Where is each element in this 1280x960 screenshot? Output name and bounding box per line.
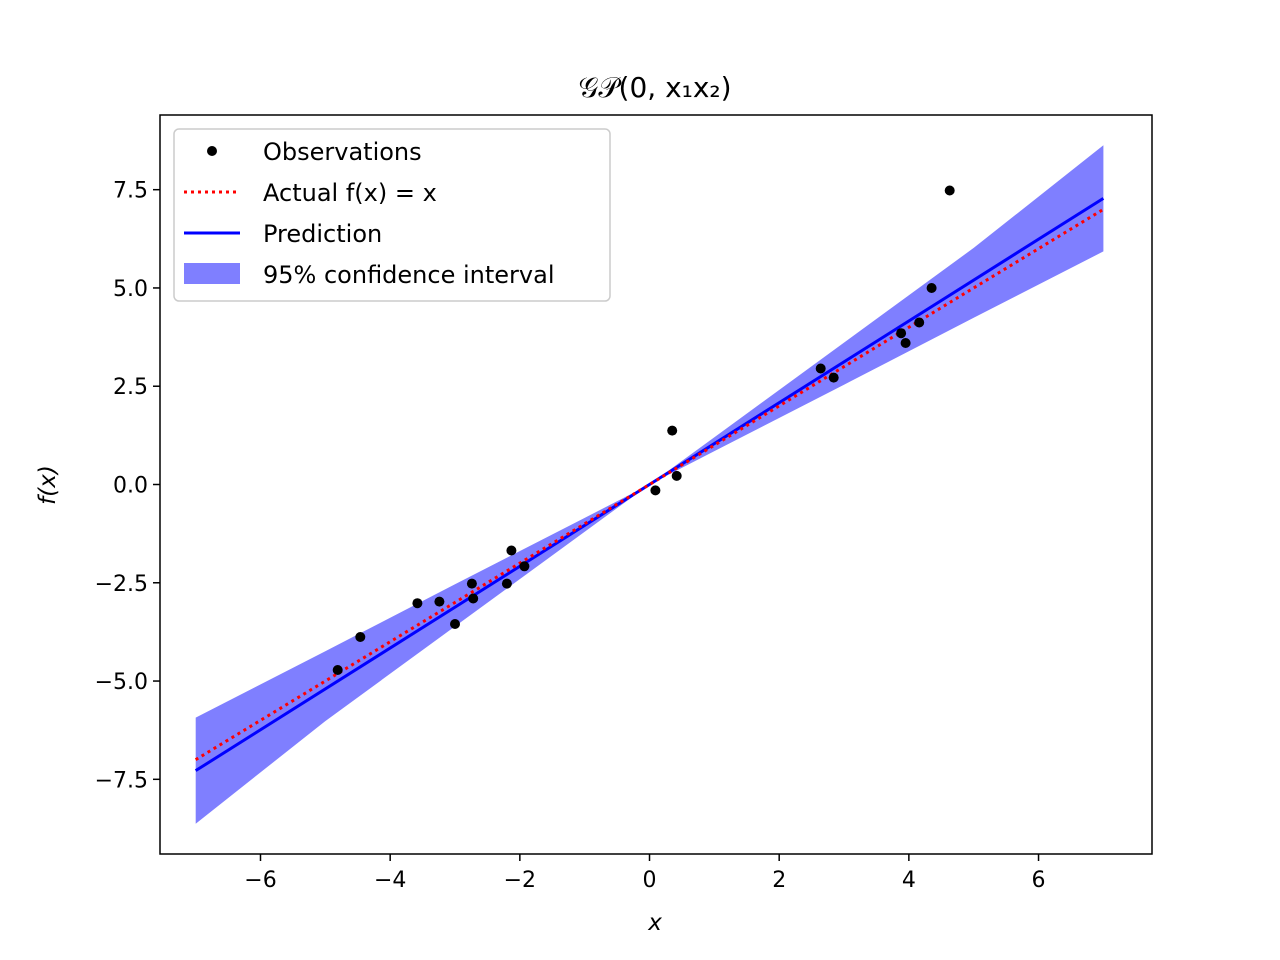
- observation-points: [332, 185, 955, 675]
- observation-point: [355, 632, 366, 642]
- legend-observations-marker: [207, 146, 217, 156]
- x-tick-label: −4: [374, 868, 406, 893]
- observation-point: [468, 593, 479, 604]
- observation-point: [412, 598, 423, 609]
- chart-title: 𝒢𝒫(0, x₁x₂): [578, 71, 731, 104]
- observation-point: [519, 561, 530, 572]
- legend-actual-label: Actual f(x) = x: [263, 179, 437, 207]
- observation-point: [501, 578, 512, 589]
- y-tick-label: −2.5: [95, 572, 148, 597]
- legend-prediction-label: Prediction: [263, 220, 382, 248]
- actual-line: [194, 208, 1105, 761]
- observation-point: [944, 185, 955, 196]
- legend-band-label: 95% confidence interval: [263, 261, 554, 289]
- y-tick-label: 0.0: [113, 474, 148, 499]
- y-tick-label: 2.5: [113, 375, 148, 400]
- observation-point: [926, 283, 937, 293]
- observation-point: [667, 425, 678, 436]
- observation-point: [914, 317, 925, 328]
- legend-band-marker: [184, 263, 240, 284]
- legend-observations-label: Observations: [263, 138, 422, 166]
- legend: Observations Actual f(x) = x Prediction …: [173, 128, 611, 302]
- y-axis-label: f(x): [35, 465, 61, 505]
- line-layer: [194, 197, 1105, 772]
- x-tick-label: 0: [643, 868, 657, 893]
- prediction-line: [194, 197, 1105, 772]
- x-axis-ticks: −6 −4 −2 0 2 4 6: [244, 854, 1046, 893]
- observation-point: [434, 596, 445, 607]
- x-tick-label: 6: [1032, 868, 1046, 893]
- x-tick-label: −2: [504, 868, 536, 893]
- legend-box: [173, 128, 611, 302]
- y-tick-label: −7.5: [95, 768, 148, 793]
- x-tick-label: 4: [902, 868, 916, 893]
- x-axis-label: x: [647, 910, 662, 936]
- observation-point: [900, 338, 911, 348]
- observation-point: [815, 363, 826, 374]
- observation-point: [671, 470, 682, 481]
- x-tick-label: 2: [772, 868, 786, 893]
- observation-point: [896, 328, 907, 339]
- observation-point: [332, 665, 343, 675]
- observation-point: [466, 578, 477, 589]
- observation-point: [650, 485, 661, 496]
- observation-point: [450, 619, 460, 629]
- observation-point: [506, 545, 517, 556]
- y-tick-label: −5.0: [95, 670, 148, 695]
- observation-point: [828, 372, 839, 383]
- x-tick-label: −6: [244, 868, 276, 893]
- y-axis-ticks: −7.5 −5.0 −2.5 0.0 2.5 5.0 7.5: [95, 179, 160, 793]
- y-tick-label: 5.0: [113, 277, 148, 302]
- y-tick-label: 7.5: [113, 179, 148, 204]
